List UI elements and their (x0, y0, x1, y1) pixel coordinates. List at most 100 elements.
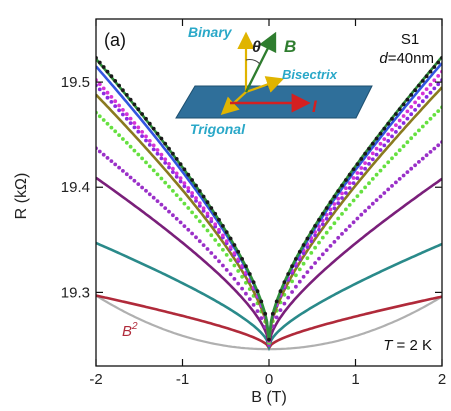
data-point (394, 123, 398, 127)
data-point (232, 277, 237, 281)
data-point (213, 222, 218, 227)
data-point (217, 243, 221, 247)
data-point (132, 125, 137, 130)
data-point (344, 228, 348, 232)
data-point (232, 251, 237, 256)
data-point (205, 200, 210, 205)
data-point (382, 143, 387, 148)
data-point (109, 100, 114, 104)
data-point (221, 233, 225, 238)
data-point (205, 228, 210, 233)
data-point (151, 195, 156, 200)
data-point (305, 256, 310, 261)
thickness-value: =40nm (388, 50, 434, 67)
data-point (370, 151, 375, 156)
data-point (213, 255, 218, 259)
fit-exponent: 2 (131, 321, 138, 332)
data-point (174, 174, 179, 179)
data-point (144, 160, 148, 165)
data-point (201, 206, 206, 211)
series-layer (96, 56, 442, 352)
data-point (128, 116, 133, 121)
data-point (178, 197, 183, 202)
data-point (390, 116, 394, 121)
data-point (251, 280, 256, 285)
data-point (197, 201, 202, 206)
data-point (340, 191, 344, 196)
data-point (155, 172, 160, 177)
data-point (351, 198, 356, 203)
data-point (151, 126, 156, 131)
data-point (386, 160, 391, 165)
data-point (251, 303, 256, 307)
data-point (101, 152, 106, 157)
data-point (374, 152, 379, 157)
y-tick-label: 19.5 (61, 74, 90, 91)
data-point (344, 191, 348, 195)
data-point (290, 264, 294, 269)
thickness-annotation: d=40nm (379, 50, 434, 67)
data-point (121, 112, 125, 117)
data-point (140, 130, 145, 134)
data-point (378, 131, 383, 136)
data-point (159, 176, 164, 181)
data-point (121, 88, 125, 93)
data-point (255, 309, 260, 313)
data-point (378, 168, 383, 173)
data-point (386, 139, 391, 143)
data-point (401, 173, 406, 178)
data-point (186, 189, 191, 194)
data-point (124, 172, 129, 177)
data-point (117, 83, 121, 88)
data-point (97, 149, 102, 154)
data-point (367, 181, 371, 186)
data-point (178, 179, 183, 184)
data-point (374, 146, 379, 151)
data-point (424, 153, 429, 158)
data-point (190, 210, 195, 215)
data-point (401, 114, 406, 118)
data-point (363, 209, 367, 213)
data-point (405, 140, 410, 145)
data-point (163, 206, 168, 211)
data-point (305, 270, 310, 274)
data-point (309, 239, 314, 244)
data-point (217, 217, 221, 222)
data-point (236, 249, 241, 254)
bisectrix-axis-arrow (245, 76, 285, 94)
data-point (305, 245, 310, 250)
data-point (417, 103, 421, 108)
y-tick-label: 19.4 (61, 179, 90, 196)
data-point (240, 286, 245, 291)
data-point (367, 146, 371, 151)
data-point (159, 202, 164, 207)
data-point (205, 214, 210, 219)
data-point (140, 134, 145, 139)
data-point (155, 148, 160, 152)
plot-frame (95, 18, 443, 367)
data-point (409, 105, 414, 109)
data-point (309, 230, 314, 235)
data-point (324, 206, 329, 210)
data-point (363, 166, 367, 171)
data-point (144, 116, 148, 121)
data-point (144, 138, 148, 143)
data-point (424, 95, 429, 99)
sample-label: S1 (401, 31, 419, 48)
x-tick-label: 1 (351, 371, 359, 388)
data-point (355, 194, 360, 199)
data-point (413, 108, 417, 112)
data-point (240, 274, 245, 279)
data-point (221, 224, 225, 228)
data-point (394, 130, 398, 134)
data-point (217, 259, 221, 264)
data-series (96, 241, 442, 352)
data-point (420, 91, 425, 96)
data-point (213, 211, 218, 216)
data-point (394, 180, 398, 185)
data-point (294, 273, 298, 278)
data-point (359, 166, 364, 170)
data-point (101, 86, 106, 91)
data-point (186, 186, 191, 190)
